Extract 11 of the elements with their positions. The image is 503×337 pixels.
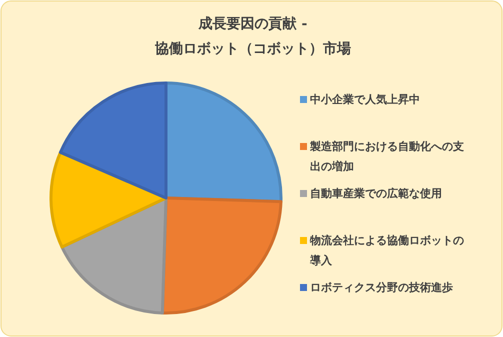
legend-label: 自動車産業での広範な使用	[310, 187, 442, 200]
legend-label: 中小企業で人気上昇中	[310, 93, 420, 106]
pie-slice	[58, 82, 168, 200]
pie-slice	[164, 82, 282, 204]
legend-label: 製造部門における自動化への支出の増加	[309, 140, 464, 173]
pie-slice	[50, 150, 168, 248]
chart-title: 成長要因の貢献 - 協働ロボット（コボット）市場	[154, 16, 351, 57]
legend-label: 物流会社による協働ロボットの導入	[309, 234, 464, 267]
pie-slice	[60, 196, 168, 314]
pie-slice	[160, 196, 282, 314]
legend-label: ロボティクス分野の技術進歩	[310, 281, 453, 294]
